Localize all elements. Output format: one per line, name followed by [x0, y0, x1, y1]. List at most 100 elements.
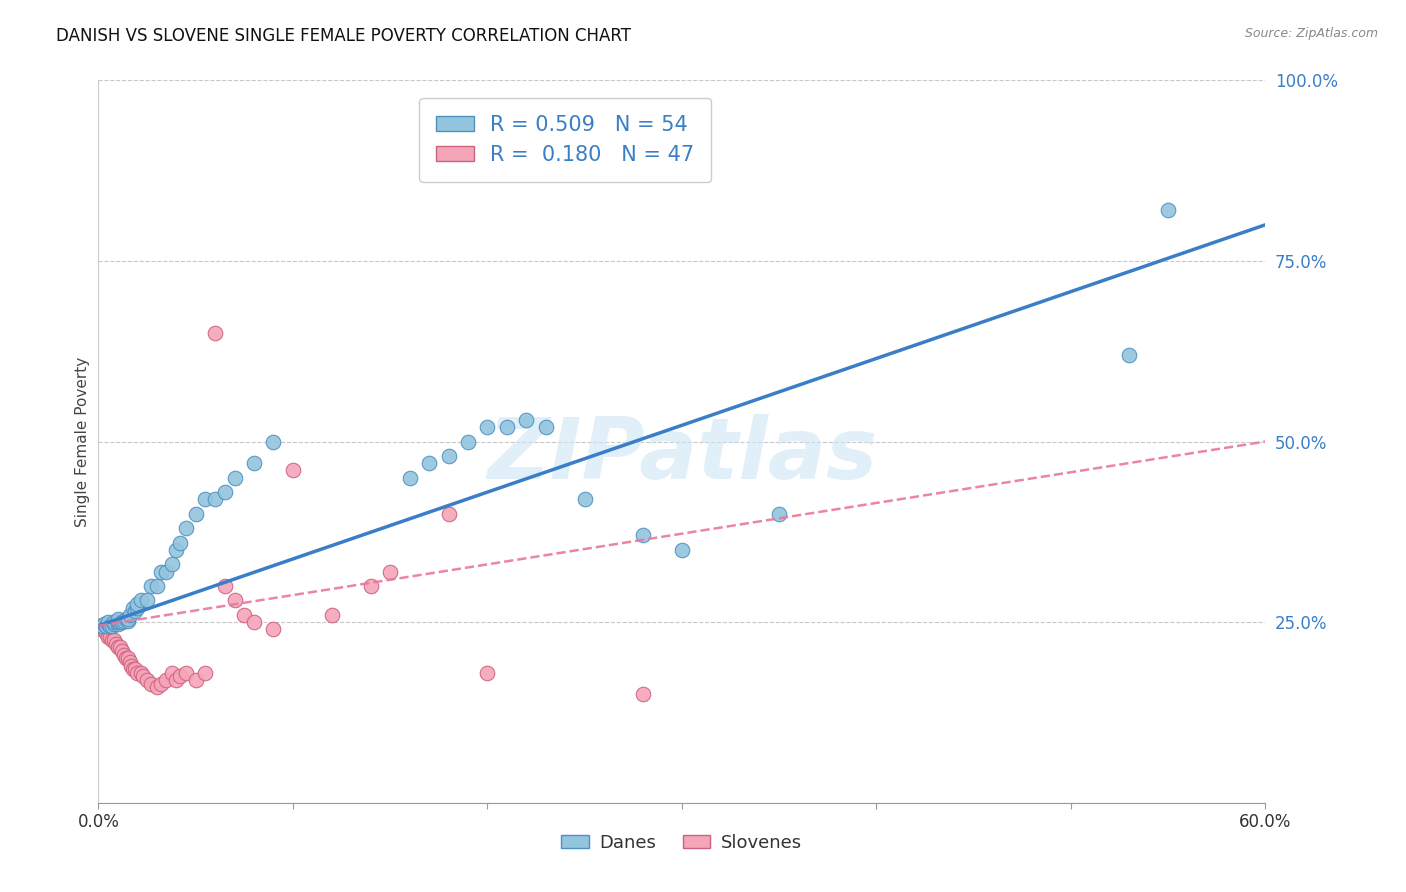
Point	[127, 665, 149, 680]
Point	[184, 507, 207, 521]
Point	[155, 673, 177, 687]
Point	[111, 615, 134, 630]
Point	[262, 434, 284, 449]
Point	[574, 492, 596, 507]
Point	[101, 619, 124, 633]
Point	[91, 623, 114, 637]
Point	[204, 326, 226, 340]
Point	[165, 673, 187, 687]
Point	[204, 492, 226, 507]
Point	[457, 434, 479, 449]
Text: DANISH VS SLOVENE SINGLE FEMALE POVERTY CORRELATION CHART: DANISH VS SLOVENE SINGLE FEMALE POVERTY …	[56, 27, 631, 45]
Point	[149, 676, 172, 690]
Point	[380, 565, 402, 579]
Point	[360, 579, 382, 593]
Point	[98, 630, 121, 644]
Point	[91, 619, 114, 633]
Point	[398, 470, 420, 484]
Point	[107, 615, 129, 630]
Point	[127, 597, 149, 611]
Point	[117, 651, 139, 665]
Point	[194, 665, 217, 680]
Point	[139, 579, 162, 593]
Point	[437, 449, 460, 463]
Point	[97, 615, 120, 630]
Point	[121, 658, 143, 673]
Point	[496, 420, 519, 434]
Point	[174, 521, 197, 535]
Point	[214, 579, 236, 593]
Point	[97, 616, 120, 631]
Point	[107, 611, 129, 625]
Point	[1157, 203, 1180, 218]
Point	[97, 630, 120, 644]
Point	[96, 626, 118, 640]
Point	[174, 665, 197, 680]
Point	[139, 676, 162, 690]
Point	[132, 669, 155, 683]
Point	[93, 623, 115, 637]
Point	[96, 619, 118, 633]
Point	[768, 507, 790, 521]
Point	[136, 593, 159, 607]
Point	[281, 463, 304, 477]
Point	[243, 615, 266, 630]
Point	[103, 615, 125, 630]
Point	[104, 637, 127, 651]
Point	[93, 616, 115, 631]
Point	[124, 662, 146, 676]
Point	[214, 485, 236, 500]
Point	[114, 611, 136, 625]
Point	[162, 558, 184, 572]
Point	[515, 413, 537, 427]
Point	[112, 648, 135, 662]
Point	[122, 662, 145, 676]
Point	[534, 420, 557, 434]
Point	[118, 607, 141, 622]
Text: Source: ZipAtlas.com: Source: ZipAtlas.com	[1244, 27, 1378, 40]
Point	[89, 619, 111, 633]
Point	[149, 565, 172, 579]
Legend: Danes, Slovenes: Danes, Slovenes	[554, 826, 810, 859]
Point	[118, 655, 141, 669]
Point	[631, 687, 654, 701]
Point	[114, 651, 136, 665]
Point	[101, 633, 124, 648]
Point	[477, 665, 499, 680]
Point	[117, 614, 139, 628]
Point	[146, 579, 169, 593]
Point	[136, 673, 159, 687]
Point	[107, 616, 129, 631]
Point	[155, 565, 177, 579]
Point	[233, 607, 256, 622]
Point	[146, 680, 169, 694]
Point	[262, 623, 284, 637]
Point	[437, 507, 460, 521]
Point	[107, 614, 129, 628]
Point	[122, 600, 145, 615]
Point	[194, 492, 217, 507]
Y-axis label: Single Female Poverty: Single Female Poverty	[75, 357, 90, 526]
Point	[124, 604, 146, 618]
Point	[103, 616, 125, 631]
Point	[165, 542, 187, 557]
Point	[129, 665, 152, 680]
Point	[98, 619, 121, 633]
Point	[127, 600, 149, 615]
Point	[224, 593, 246, 607]
Point	[169, 535, 191, 549]
Point	[321, 607, 343, 622]
Point	[112, 614, 135, 628]
Point	[87, 619, 110, 633]
Point	[129, 593, 152, 607]
Point	[103, 633, 125, 648]
Point	[184, 673, 207, 687]
Point	[631, 528, 654, 542]
Point	[418, 456, 440, 470]
Point	[169, 669, 191, 683]
Point	[671, 542, 693, 557]
Point	[477, 420, 499, 434]
Point	[243, 456, 266, 470]
Point	[111, 644, 134, 658]
Point	[162, 665, 184, 680]
